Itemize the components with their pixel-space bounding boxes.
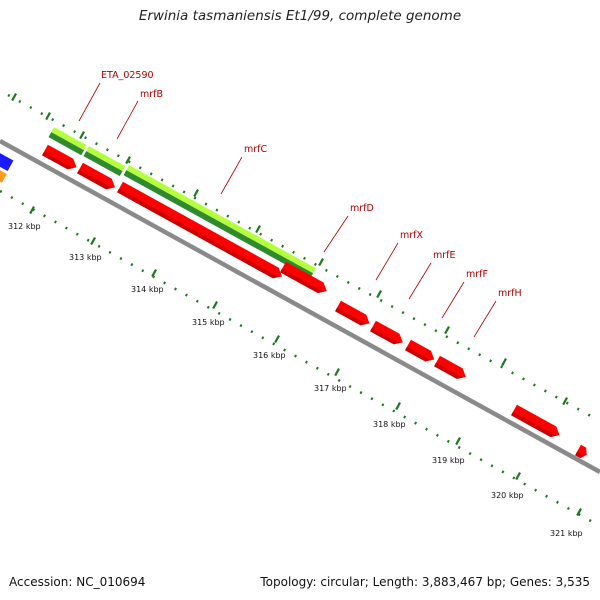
gene-label: mrfX (400, 230, 424, 241)
cds-arrow (370, 320, 403, 345)
gene-labels: ETA_02590 mrfB mrfC mrfD mrfX mrfE mrfF mrfH (78, 70, 522, 338)
ruler-major-tick (29, 206, 35, 215)
tick-label: 318 kbp (373, 420, 406, 429)
ruler-major-tick (515, 472, 521, 481)
accession-text: Accession: NC_010694 (9, 575, 146, 589)
ruler-major-tick (151, 269, 157, 278)
ruler-major-tick (501, 358, 507, 367)
ruler-major-tick (562, 397, 568, 406)
gene-label-leader (116, 100, 139, 140)
ruler-major-tick (318, 258, 324, 267)
inner-ruler-line (0, 189, 599, 527)
ruler-major-tick (45, 112, 51, 121)
tick-label: 315 kbp (192, 318, 225, 327)
tick-labels: 312 kbp 313 kbp 314 kbp 315 kbp 316 kbp 317 k… (8, 222, 583, 538)
cds-track (42, 144, 587, 459)
ruler-major-tick (444, 326, 450, 335)
gene-label: ETA_02590 (101, 70, 154, 81)
ruler-major-tick (274, 335, 280, 344)
cds-arrow (405, 339, 435, 362)
gene-arrow (82, 145, 127, 177)
gene-label-leader (220, 156, 243, 195)
ruler-major-tick (193, 189, 199, 198)
cds-arrow (42, 144, 77, 170)
gene-label-leader (78, 82, 101, 122)
cds-arrow (117, 181, 282, 279)
tick-label: 316 kbp (253, 351, 286, 360)
ruler-major-tick (455, 437, 461, 446)
gene-label-leader (441, 281, 465, 319)
genome-summary-text: Topology: circular; Length: 3,883,467 bp… (260, 575, 590, 589)
gene-label: mrfC (244, 144, 268, 155)
ruler-major-tick (79, 131, 85, 140)
ruler-major-tick (125, 156, 131, 165)
tick-label: 317 kbp (314, 384, 347, 393)
gene-label-leader (323, 215, 349, 253)
ruler-major-tick (90, 237, 96, 246)
orange-feature (0, 166, 7, 183)
tick-label: 313 kbp (69, 253, 102, 262)
gene-label-leader (408, 262, 432, 300)
inner-major-ticks (29, 206, 582, 517)
gene-label: mrfF (466, 269, 488, 280)
ruler-major-tick (212, 301, 218, 310)
ruler-major-tick (395, 402, 401, 411)
ruler-major-tick (576, 508, 582, 517)
ruler-major-tick (334, 368, 340, 377)
outer-major-ticks (11, 93, 568, 406)
cds-arrow (77, 162, 116, 190)
tick-label: 319 kbp (432, 456, 465, 465)
blue-feature (0, 148, 14, 172)
gene-label: mrfE (433, 250, 456, 261)
map-title: Erwinia tasmaniensis Et1/99, complete ge… (138, 8, 462, 24)
ruler-major-tick (11, 93, 17, 102)
cds-arrow (511, 404, 560, 438)
cds-arrow (575, 444, 587, 459)
gene-label: mrfH (498, 288, 522, 299)
ruler-major-tick (255, 225, 261, 234)
gene-label: mrfD (350, 203, 374, 214)
gene-label-leader (375, 242, 399, 281)
gene-track (47, 126, 317, 280)
tick-label: 320 kbp (491, 491, 524, 500)
gene-label-leader (473, 300, 497, 338)
cds-arrow (280, 261, 327, 294)
tick-label: 312 kbp (8, 222, 41, 231)
cds-arrow (434, 355, 466, 379)
ruler-major-tick (376, 290, 382, 299)
tick-label: 314 kbp (131, 285, 164, 294)
gene-arrow (122, 164, 317, 280)
cds-arrow (335, 300, 370, 326)
genome-backbone (0, 139, 600, 474)
gene-label: mrfB (140, 89, 163, 100)
gene-arrow (47, 126, 88, 157)
tick-label: 321 kbp (550, 529, 583, 538)
